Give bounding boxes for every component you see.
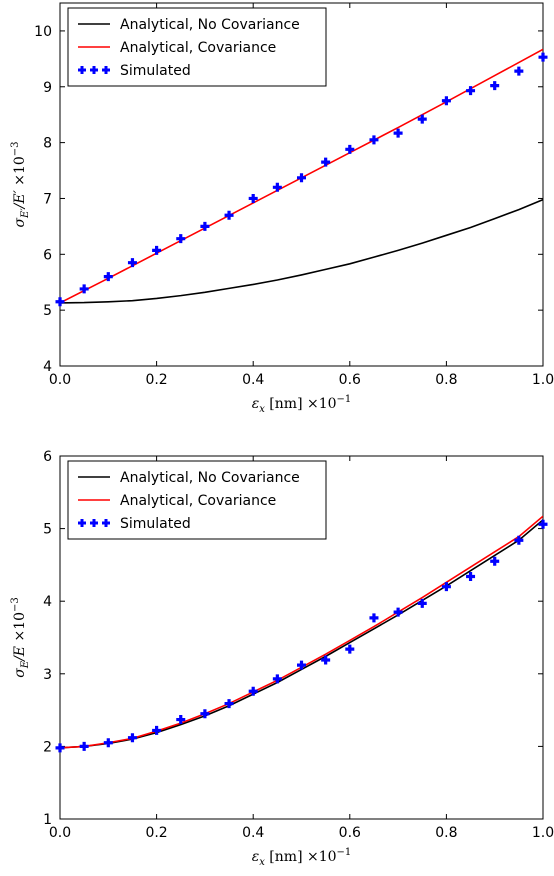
simulated-point <box>55 297 65 307</box>
legend-label: Simulated <box>120 63 191 79</box>
simulated-point <box>200 221 210 231</box>
x-axis-label: εx [nm] ×10−1 <box>252 394 352 415</box>
simulated-point <box>200 709 210 719</box>
chart-2: 0.0 0.2 0.4 0.6 0.8 1.0 1 2 3 4 5 6 εx [nm] ×10−1 σE/… <box>10 449 554 868</box>
legend-marker-swatch <box>90 66 98 74</box>
x-tick-label: 0.0 <box>49 372 71 388</box>
y-tick-label: 7 <box>43 191 52 207</box>
x-tick-label: 0.0 <box>49 825 71 841</box>
y-tick-label: 5 <box>43 303 52 319</box>
simulated-point <box>79 284 89 294</box>
legend-label: Analytical, No Covariance <box>120 470 300 486</box>
simulated-point <box>393 128 403 138</box>
x-tick-label: 0.8 <box>435 372 457 388</box>
legend-label: Analytical, Covariance <box>120 40 276 56</box>
simulated-point <box>345 144 355 154</box>
y-tick-label: 6 <box>43 449 52 465</box>
simulated-point <box>393 607 403 617</box>
legend-label: Analytical, Covariance <box>120 493 276 509</box>
legend-label: Analytical, No Covariance <box>120 17 300 33</box>
simulated-point <box>127 733 137 743</box>
simulated-point <box>441 582 451 592</box>
simulated-point <box>297 173 306 183</box>
x-tick-label: 0.8 <box>435 825 457 841</box>
simulated-point <box>490 81 500 91</box>
simulated-point <box>345 644 355 654</box>
chart-1: 0.0 0.2 0.4 0.6 0.8 1.0 4 5 6 7 8 9 10 εx [nm] ×10−1 σ… <box>10 2 554 415</box>
y-tick-label: 2 <box>43 739 52 755</box>
simulated-point <box>466 572 476 582</box>
simulated-point <box>55 743 65 753</box>
simulated-point <box>176 715 186 725</box>
legend-marker-swatch <box>90 519 98 527</box>
simulated-point <box>321 655 331 665</box>
simulated-point <box>152 725 162 735</box>
x-tick-label: 1.0 <box>532 372 554 388</box>
legend-marker-swatch <box>78 519 86 527</box>
series-line-1 <box>60 198 543 304</box>
y-tick-label: 6 <box>43 247 52 263</box>
simulated-point <box>369 135 379 145</box>
y-tick-label: 4 <box>43 359 52 375</box>
simulated-point <box>224 210 234 220</box>
x-tick-label: 0.6 <box>339 825 361 841</box>
x-tick-label: 0.4 <box>242 372 264 388</box>
simulated-point <box>103 272 113 282</box>
y-axis-label: σE/E ×10−3 <box>10 597 31 678</box>
simulated-point <box>248 686 258 696</box>
simulated-point <box>490 556 500 566</box>
simulated-point <box>417 114 427 124</box>
x-tick-label: 0.2 <box>145 825 167 841</box>
simulated-point <box>272 674 282 684</box>
y-axis-label: σE′/E′ ×10−3 <box>10 141 31 227</box>
simulated-point <box>248 193 258 203</box>
x-tick-label: 1.0 <box>532 825 554 841</box>
legend-marker-swatch <box>102 519 110 527</box>
legend-marker-swatch <box>78 66 86 74</box>
legend-marker-swatch <box>102 66 110 74</box>
simulated-point <box>538 519 548 529</box>
x-tick-label: 0.4 <box>242 825 264 841</box>
simulated-point <box>127 258 137 268</box>
simulated-point <box>321 157 331 167</box>
y-tick-label: 3 <box>43 667 52 683</box>
legend-box <box>67 7 327 87</box>
y-tick-label: 1 <box>43 812 52 828</box>
x-axis-label: εx [nm] ×10−1 <box>252 847 352 868</box>
simulated-point <box>103 738 113 748</box>
simulated-point <box>417 598 427 608</box>
simulated-point <box>152 245 162 255</box>
simulated-point <box>514 535 524 545</box>
simulated-point <box>369 613 379 623</box>
series-line-2 <box>60 515 543 749</box>
y-tick-label: 8 <box>43 136 52 152</box>
simulated-point <box>297 660 306 670</box>
series-line-1 <box>60 519 543 749</box>
simulated-point <box>441 96 451 106</box>
y-tick-label: 4 <box>43 594 52 610</box>
simulated-point <box>538 52 548 62</box>
x-tick-label: 0.2 <box>145 372 167 388</box>
plot-frame <box>59 455 544 820</box>
legend-label: Simulated <box>120 516 191 532</box>
plot-area <box>60 515 543 749</box>
y-tick-label: 5 <box>43 522 52 538</box>
y-tick-label: 10 <box>34 24 52 40</box>
simulated-point <box>272 182 282 192</box>
legend: Analytical, No Covariance Analytical, Cov… <box>67 7 327 87</box>
plot-frame <box>59 2 544 367</box>
simulated-point <box>466 86 476 96</box>
legend-box <box>67 460 327 540</box>
y-tick-label: 9 <box>43 80 52 96</box>
simulated-point <box>176 234 186 244</box>
simulated-point <box>514 66 524 76</box>
legend: Analytical, No Covariance Analytical, Cov… <box>67 460 327 540</box>
x-tick-label: 0.6 <box>339 372 361 388</box>
simulated-point <box>224 699 234 709</box>
simulated-point <box>79 741 89 751</box>
